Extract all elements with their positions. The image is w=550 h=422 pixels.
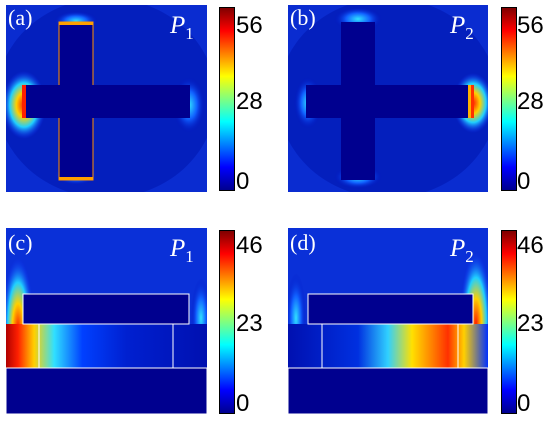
colorbar-c-tick-max: 46	[236, 232, 263, 259]
polarization-label-c: P1	[170, 235, 194, 266]
field-map-d: (d) P2	[288, 228, 488, 414]
colorbar-a-tick-max: 56	[236, 12, 263, 39]
colorbar-d-tick-mid: 23	[517, 310, 544, 337]
field-map-b: (b) P2	[288, 5, 488, 192]
colorbar-b	[501, 7, 517, 191]
field-map-c: (c) P1	[6, 228, 207, 414]
panel-label-b: (b)	[290, 5, 316, 30]
colorbar-a-tick-min: 0	[236, 168, 250, 195]
polarization-label-d: P2	[450, 235, 474, 266]
panel-label-a: (a)	[8, 5, 33, 30]
colorbar-d	[501, 230, 517, 414]
colorbar-a-tick-mid: 28	[236, 88, 263, 115]
panel-label-c: (c)	[8, 230, 33, 255]
field-map-a: (a) P1	[6, 5, 207, 192]
field-map-d-image	[288, 228, 488, 414]
panel-label-d: (d)	[290, 230, 316, 255]
colorbar-d-tick-max: 46	[517, 232, 544, 259]
colorbar-d-tick-min: 0	[517, 390, 531, 417]
colorbar-b-tick-max: 56	[517, 12, 544, 39]
field-map-a-image	[6, 5, 207, 192]
colorbar-c-tick-mid: 23	[236, 310, 263, 337]
polarization-label-a: P1	[170, 12, 194, 43]
colorbar-c-tick-min: 0	[236, 390, 250, 417]
colorbar-a	[219, 7, 235, 191]
field-map-c-image	[6, 228, 207, 414]
colorbar-b-tick-mid: 28	[517, 88, 544, 115]
colorbar-b-tick-min: 0	[517, 168, 531, 195]
polarization-label-b: P2	[450, 12, 474, 43]
colorbar-c	[219, 230, 235, 414]
field-map-b-image	[288, 5, 488, 192]
